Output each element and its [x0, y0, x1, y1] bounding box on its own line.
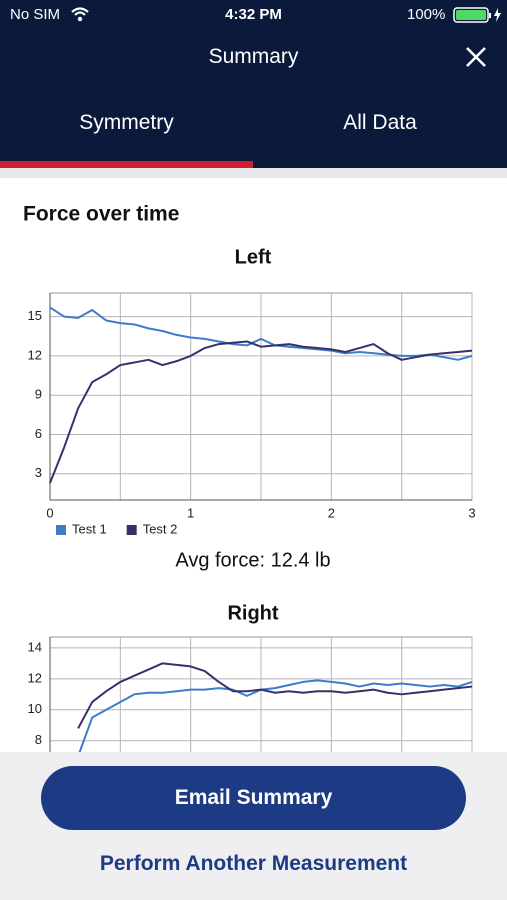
perform-another-link[interactable]: Perform Another Measurement — [99, 852, 408, 875]
x-tick-label: 1 — [187, 505, 194, 520]
tab[interactable]: Symmetry — [79, 111, 174, 134]
data-line — [49, 306, 473, 361]
close-button[interactable] — [464, 45, 488, 69]
chart-title: Right — [227, 602, 278, 624]
legend-label: Test 1 — [72, 521, 107, 536]
wifi-icon — [71, 7, 89, 22]
y-tick-label: 10 — [28, 701, 42, 716]
y-tick-label: 3 — [35, 465, 42, 480]
clock: 4:32 PM — [225, 6, 282, 23]
y-tick-label: 9 — [35, 387, 42, 402]
legend-swatch — [56, 525, 66, 535]
y-tick-label: 15 — [28, 308, 42, 323]
battery-percent: 100% — [407, 6, 446, 23]
y-tick-label: 8 — [35, 732, 42, 747]
y-tick-label: 14 — [28, 639, 42, 654]
x-tick-label: 2 — [328, 505, 335, 520]
action-panel: Email Summary Perform Another Measuremen… — [0, 752, 507, 900]
chart-title: Left — [235, 246, 272, 268]
data-line — [77, 679, 473, 757]
y-tick-label: 12 — [28, 670, 42, 685]
battery-icon — [453, 7, 501, 23]
tab[interactable]: All Data — [343, 111, 417, 134]
separator — [0, 168, 507, 178]
section-title: Force over time — [23, 203, 179, 226]
x-tick-label: 0 — [46, 505, 53, 520]
legend-swatch — [126, 525, 137, 535]
data-line — [77, 662, 473, 729]
avg-force: Avg force: 12.4 lb — [175, 549, 330, 571]
y-tick-label: 6 — [35, 426, 42, 441]
screen-title: Summary — [208, 45, 299, 68]
data-line — [49, 340, 473, 484]
summary-content: Force over time Avg force: 12.4 lb Left 3… — [0, 168, 507, 844]
x-tick-label: 3 — [468, 505, 475, 520]
email-summary-button[interactable]: Email Summary — [41, 766, 466, 830]
legend-label: Test 2 — [143, 521, 178, 536]
header: No SIM 4:32 PM 100% Summary Symmetry All… — [0, 0, 507, 168]
tab-indicator — [0, 161, 253, 168]
y-tick-label: 12 — [28, 347, 42, 362]
carrier: No SIM — [10, 6, 61, 23]
